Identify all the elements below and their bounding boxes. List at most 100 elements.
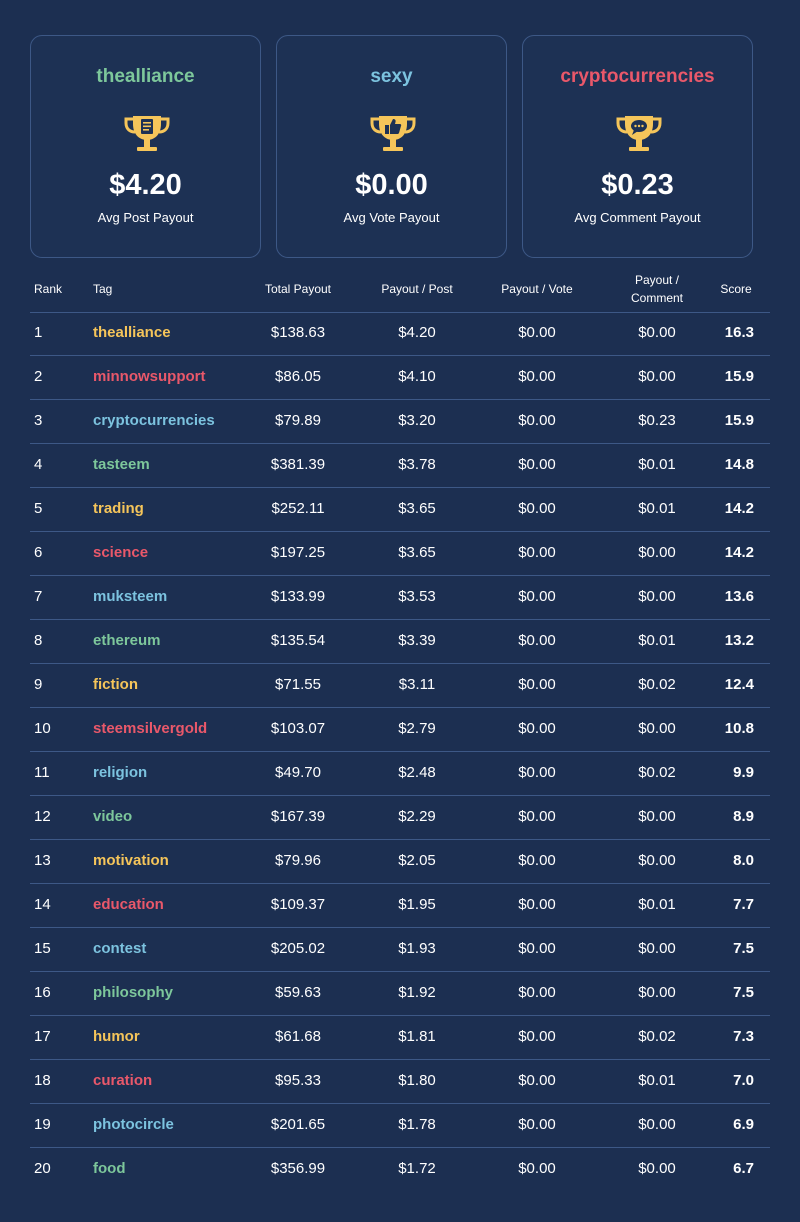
payout-post-cell: $1.95 xyxy=(398,896,436,913)
tag-cell[interactable]: philosophy xyxy=(93,984,173,1001)
table-row: 17 humor $61.68 $1.81 $0.00 $0.02 7.3 xyxy=(30,1016,770,1060)
score-cell: 15.9 xyxy=(724,368,754,385)
table-row: 1 thealliance $138.63 $4.20 $0.00 $0.00 … xyxy=(30,312,770,356)
payout-comment-cell: $0.00 xyxy=(638,852,676,869)
payout-comment-cell: $0.00 xyxy=(638,544,676,561)
score-cell: 7.5 xyxy=(733,984,754,1001)
header-payout-post: Payout / Post xyxy=(381,282,453,296)
payout-comment-cell: $0.00 xyxy=(638,1116,676,1133)
tag-cell[interactable]: fiction xyxy=(93,676,138,693)
rank-cell: 10 xyxy=(34,720,51,737)
table-row: 19 photocircle $201.65 $1.78 $0.00 $0.00… xyxy=(30,1104,770,1148)
card-label: Avg Vote Payout xyxy=(343,210,440,225)
payout-vote-cell: $0.00 xyxy=(518,940,556,957)
rank-cell: 16 xyxy=(34,984,51,1001)
score-cell: 14.8 xyxy=(724,456,754,473)
payout-comment-cell: $0.00 xyxy=(638,368,676,385)
rank-cell: 9 xyxy=(34,676,43,693)
rank-cell: 4 xyxy=(34,456,43,473)
score-cell: 7.5 xyxy=(733,940,754,957)
card-value: $0.23 xyxy=(601,169,674,201)
rank-cell: 14 xyxy=(34,896,51,913)
score-cell: 13.6 xyxy=(724,588,754,605)
tag-cell[interactable]: education xyxy=(93,896,164,913)
table-row: 3 cryptocurrencies $79.89 $3.20 $0.00 $0… xyxy=(30,400,770,444)
payout-vote-cell: $0.00 xyxy=(518,1028,556,1045)
score-cell: 10.8 xyxy=(724,720,754,737)
tag-cell[interactable]: food xyxy=(93,1160,126,1177)
tag-cell[interactable]: muksteem xyxy=(93,588,168,605)
score-cell: 7.7 xyxy=(733,896,754,913)
score-cell: 14.2 xyxy=(724,544,754,561)
score-cell: 15.9 xyxy=(724,412,754,429)
table-row: 16 philosophy $59.63 $1.92 $0.00 $0.00 7… xyxy=(30,972,770,1016)
payout-comment-cell: $0.23 xyxy=(638,412,676,429)
card-value: $4.20 xyxy=(109,169,182,201)
tag-cell[interactable]: contest xyxy=(93,940,147,957)
vote-payout-card: sexy $0.00 Avg Vote Payout xyxy=(276,35,507,258)
tag-cell[interactable]: ethereum xyxy=(93,632,161,649)
header-payout-comment: Payout / Comment xyxy=(607,273,707,305)
tag-cell[interactable]: minnowsupport xyxy=(93,368,206,385)
card-tag: thealliance xyxy=(96,66,195,87)
payout-post-cell: $3.20 xyxy=(398,412,436,429)
trophy-thumbs-up-icon xyxy=(370,116,416,151)
total-payout-cell: $109.37 xyxy=(270,896,326,913)
payout-comment-cell: $0.00 xyxy=(638,588,676,605)
payout-comment-cell: $0.01 xyxy=(638,500,676,517)
score-cell: 6.7 xyxy=(733,1160,754,1177)
tag-cell[interactable]: photocircle xyxy=(93,1116,174,1133)
tag-cell[interactable]: science xyxy=(93,544,149,561)
header-rank: Rank xyxy=(34,282,63,296)
tag-cell[interactable]: thealliance xyxy=(93,324,171,341)
tag-cell[interactable]: video xyxy=(93,808,133,825)
table-row: 5 trading $252.11 $3.65 $0.00 $0.01 14.2 xyxy=(30,488,770,532)
rank-cell: 5 xyxy=(34,500,43,517)
payout-post-cell: $1.81 xyxy=(398,1028,436,1045)
total-payout-cell: $79.89 xyxy=(275,412,321,429)
total-payout-cell: $205.02 xyxy=(270,940,326,957)
rank-cell: 17 xyxy=(34,1028,51,1045)
score-cell: 6.9 xyxy=(733,1116,754,1133)
payout-post-cell: $2.05 xyxy=(398,852,436,869)
tag-cell[interactable]: curation xyxy=(93,1072,153,1089)
rank-cell: 18 xyxy=(34,1072,51,1089)
total-payout-cell: $59.63 xyxy=(275,984,321,1001)
score-cell: 14.2 xyxy=(724,500,754,517)
total-payout-cell: $71.55 xyxy=(275,676,321,693)
tag-cell[interactable]: trading xyxy=(93,500,144,517)
total-payout-cell: $103.07 xyxy=(270,720,326,737)
tag-cell[interactable]: religion xyxy=(93,764,148,781)
post-payout-card: thealliance $4.20 Avg Post Payout xyxy=(30,35,261,258)
tag-cell[interactable]: humor xyxy=(93,1028,140,1045)
table-row: 2 minnowsupport $86.05 $4.10 $0.00 $0.00… xyxy=(30,356,770,400)
card-tag: cryptocurrencies xyxy=(560,66,715,87)
payout-vote-cell: $0.00 xyxy=(518,368,556,385)
rank-cell: 1 xyxy=(34,324,43,341)
payout-post-cell: $3.65 xyxy=(398,500,436,517)
total-payout-cell: $381.39 xyxy=(270,456,326,473)
payout-vote-cell: $0.00 xyxy=(518,1072,556,1089)
tag-cell[interactable]: steemsilvergold xyxy=(93,720,208,737)
score-cell: 12.4 xyxy=(724,676,754,693)
payout-comment-cell: $0.00 xyxy=(638,984,676,1001)
score-cell: 9.9 xyxy=(733,764,754,781)
payout-comment-cell: $0.00 xyxy=(638,720,676,737)
payout-post-cell: $2.48 xyxy=(398,764,436,781)
payout-post-cell: $3.65 xyxy=(398,544,436,561)
payout-vote-cell: $0.00 xyxy=(518,1116,556,1133)
payout-vote-cell: $0.00 xyxy=(518,984,556,1001)
card-value: $0.00 xyxy=(355,169,428,201)
table-row: 13 motivation $79.96 $2.05 $0.00 $0.00 8… xyxy=(30,840,770,884)
total-payout-cell: $135.54 xyxy=(270,632,326,649)
table-row: 9 fiction $71.55 $3.11 $0.00 $0.02 12.4 xyxy=(30,664,770,708)
total-payout-cell: $61.68 xyxy=(275,1028,321,1045)
score-cell: 7.0 xyxy=(733,1072,754,1089)
tag-cell[interactable]: motivation xyxy=(93,852,169,869)
header-payout-vote: Payout / Vote xyxy=(501,282,573,296)
tag-cell[interactable]: tasteem xyxy=(93,456,150,473)
total-payout-cell: $201.65 xyxy=(270,1116,326,1133)
tag-cell[interactable]: cryptocurrencies xyxy=(93,412,215,429)
payout-vote-cell: $0.00 xyxy=(518,720,556,737)
table-row: 14 education $109.37 $1.95 $0.00 $0.01 7… xyxy=(30,884,770,928)
